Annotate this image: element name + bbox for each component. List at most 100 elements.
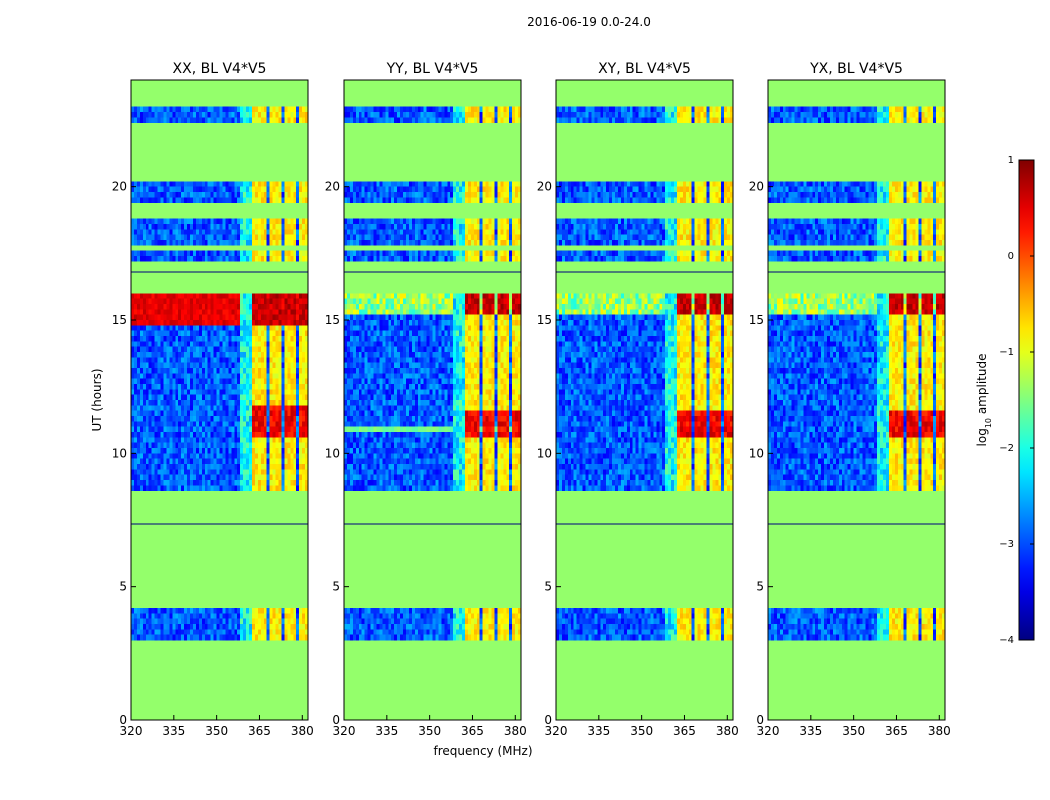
heatmap-cell — [420, 346, 425, 353]
heatmap-cell — [190, 186, 194, 193]
heatmap-cell — [249, 629, 253, 636]
heatmap-cell — [293, 442, 297, 449]
heatmap-cell — [373, 181, 377, 188]
heatmap-cell — [249, 426, 253, 433]
heatmap-cell — [148, 453, 153, 460]
heatmap-cell — [479, 325, 484, 332]
heatmap-cell — [251, 304, 256, 310]
heatmap-cell — [172, 352, 176, 358]
heatmap-cell — [494, 330, 498, 337]
heatmap-cell — [131, 608, 135, 614]
heatmap-cell — [284, 240, 288, 246]
heatmap-cell — [408, 346, 413, 353]
heatmap-cell — [142, 608, 147, 614]
heatmap-cell — [216, 341, 220, 348]
heatmap-cell — [163, 469, 167, 476]
heatmap-cell — [154, 336, 158, 342]
heatmap-cell — [299, 309, 303, 316]
heatmap-cell — [391, 112, 395, 118]
heatmap-cell — [198, 186, 203, 193]
heatmap-cell — [367, 197, 371, 204]
heatmap-cell — [148, 634, 153, 641]
heatmap-cell — [435, 186, 439, 193]
heatmap-cell — [290, 325, 294, 332]
heatmap-cell — [136, 394, 141, 401]
heatmap-cell — [204, 400, 209, 406]
heatmap-cell — [429, 224, 433, 230]
heatmap-cell — [272, 469, 276, 476]
heatmap-cell — [482, 224, 486, 230]
heatmap-cell — [344, 325, 348, 332]
heatmap-cell — [249, 192, 253, 198]
heatmap-cell — [178, 629, 182, 636]
heatmap-cell — [453, 341, 457, 348]
heatmap-cell — [240, 309, 244, 316]
heatmap-cell — [131, 474, 135, 481]
heatmap-cell — [397, 309, 401, 316]
heatmap-cell — [151, 400, 155, 406]
heatmap-cell — [222, 336, 226, 342]
heatmap-cell — [222, 298, 226, 305]
heatmap-cell — [444, 352, 448, 358]
heatmap-cell — [497, 336, 501, 342]
heatmap-cell — [260, 240, 265, 246]
heatmap-cell — [178, 464, 182, 470]
heatmap-cell — [263, 629, 268, 636]
heatmap-cell — [482, 298, 486, 305]
heatmap-cell — [175, 410, 179, 417]
heatmap-cell — [403, 336, 407, 342]
heatmap-cell — [397, 218, 401, 225]
heatmap-cell — [231, 256, 235, 262]
heatmap-cell — [172, 474, 176, 481]
heatmap-cell — [190, 256, 194, 262]
heatmap-cell — [216, 474, 220, 481]
heatmap-cell — [379, 304, 383, 310]
heatmap-cell — [266, 384, 271, 390]
heatmap-cell — [234, 197, 238, 204]
heatmap-cell — [423, 298, 427, 305]
heatmap-cell — [299, 186, 303, 193]
heatmap-cell — [198, 389, 203, 396]
heatmap-cell — [364, 320, 368, 326]
heatmap-cell — [254, 224, 259, 230]
heatmap-cell — [246, 464, 250, 470]
heatmap-cell — [181, 394, 185, 401]
heatmap-cell — [361, 218, 366, 225]
heatmap-cell — [157, 634, 161, 641]
heatmap-cell — [494, 256, 498, 262]
heatmap-cell — [178, 181, 182, 188]
heatmap-cell — [364, 234, 368, 241]
heatmap-cell — [263, 186, 268, 193]
heatmap-cell — [142, 197, 147, 204]
heatmap-cell — [299, 453, 303, 460]
heatmap-cell — [509, 341, 513, 348]
heatmap-cell — [254, 197, 259, 204]
heatmap-cell — [476, 186, 481, 193]
heatmap-cell — [145, 453, 150, 460]
heatmap-cell — [444, 240, 448, 246]
heatmap-cell — [192, 378, 197, 385]
heatmap-cell — [254, 192, 259, 198]
heatmap-cell — [269, 181, 273, 188]
heatmap-cell — [175, 341, 179, 348]
heatmap-cell — [184, 357, 188, 364]
heatmap-cell — [391, 325, 395, 332]
heatmap-cell — [216, 309, 220, 316]
heatmap-cell — [145, 608, 150, 614]
heatmap-cell — [257, 218, 262, 225]
heatmap-cell — [364, 304, 368, 310]
heatmap-cell — [184, 117, 188, 124]
heatmap-cell — [260, 112, 265, 118]
heatmap-cell — [293, 437, 297, 444]
heatmap-cell — [225, 613, 229, 620]
heatmap-cell — [175, 437, 179, 444]
heatmap-cell — [213, 186, 217, 193]
heatmap-cell — [240, 448, 244, 454]
heatmap-cell — [204, 437, 209, 444]
heatmap-cell — [349, 218, 354, 225]
heatmap-cell — [432, 304, 436, 310]
heatmap-cell — [184, 293, 188, 300]
heatmap-cell — [131, 197, 135, 204]
heatmap-cell — [142, 224, 147, 230]
heatmap-cell — [133, 400, 138, 406]
